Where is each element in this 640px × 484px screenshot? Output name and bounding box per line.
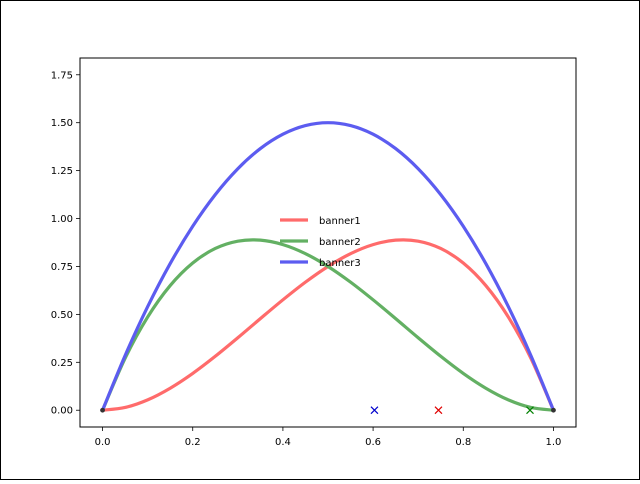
x-tick-label: 1.0 [546, 437, 562, 448]
x-tick-label: 0.2 [185, 437, 201, 448]
x-tick-label: 0.0 [95, 437, 111, 448]
legend-label-banner3: banner3 [319, 258, 361, 269]
legend-label-banner1: banner1 [319, 216, 361, 227]
x-marker-banner1 [434, 406, 443, 415]
series-markers [100, 406, 556, 415]
y-tick-label: 0.75 [51, 262, 73, 273]
legend: banner1 banner2 banner3 [280, 216, 361, 269]
y-tick-label: 0.25 [51, 358, 73, 369]
endpoint-dot [551, 407, 556, 413]
x-tick-label: 0.8 [455, 437, 471, 448]
legend-label-banner2: banner2 [319, 237, 361, 248]
series-lines [100, 121, 556, 412]
series-line-banner2 [100, 238, 556, 412]
y-tick-label: 0.00 [51, 406, 73, 417]
y-tick-label: 1.75 [51, 70, 73, 81]
y-tick-label: 1.25 [51, 166, 73, 177]
x-marker-banner2 [526, 406, 534, 415]
x-marker-banner3 [370, 406, 379, 415]
x-axis: 0.0 0.2 0.4 0.6 0.8 1.0 [95, 427, 562, 448]
endpoint-dot [100, 407, 105, 413]
plot-frame [79, 57, 577, 428]
y-axis: 0.00 0.25 0.50 0.75 1.00 1.25 1.50 1.75 [51, 70, 80, 417]
y-tick-label: 1.50 [51, 118, 73, 129]
x-tick-label: 0.4 [275, 437, 291, 448]
y-tick-label: 1.00 [51, 214, 73, 225]
series-line-banner3 [100, 121, 556, 412]
x-tick-label: 0.6 [365, 437, 381, 448]
y-tick-label: 0.50 [51, 310, 73, 321]
